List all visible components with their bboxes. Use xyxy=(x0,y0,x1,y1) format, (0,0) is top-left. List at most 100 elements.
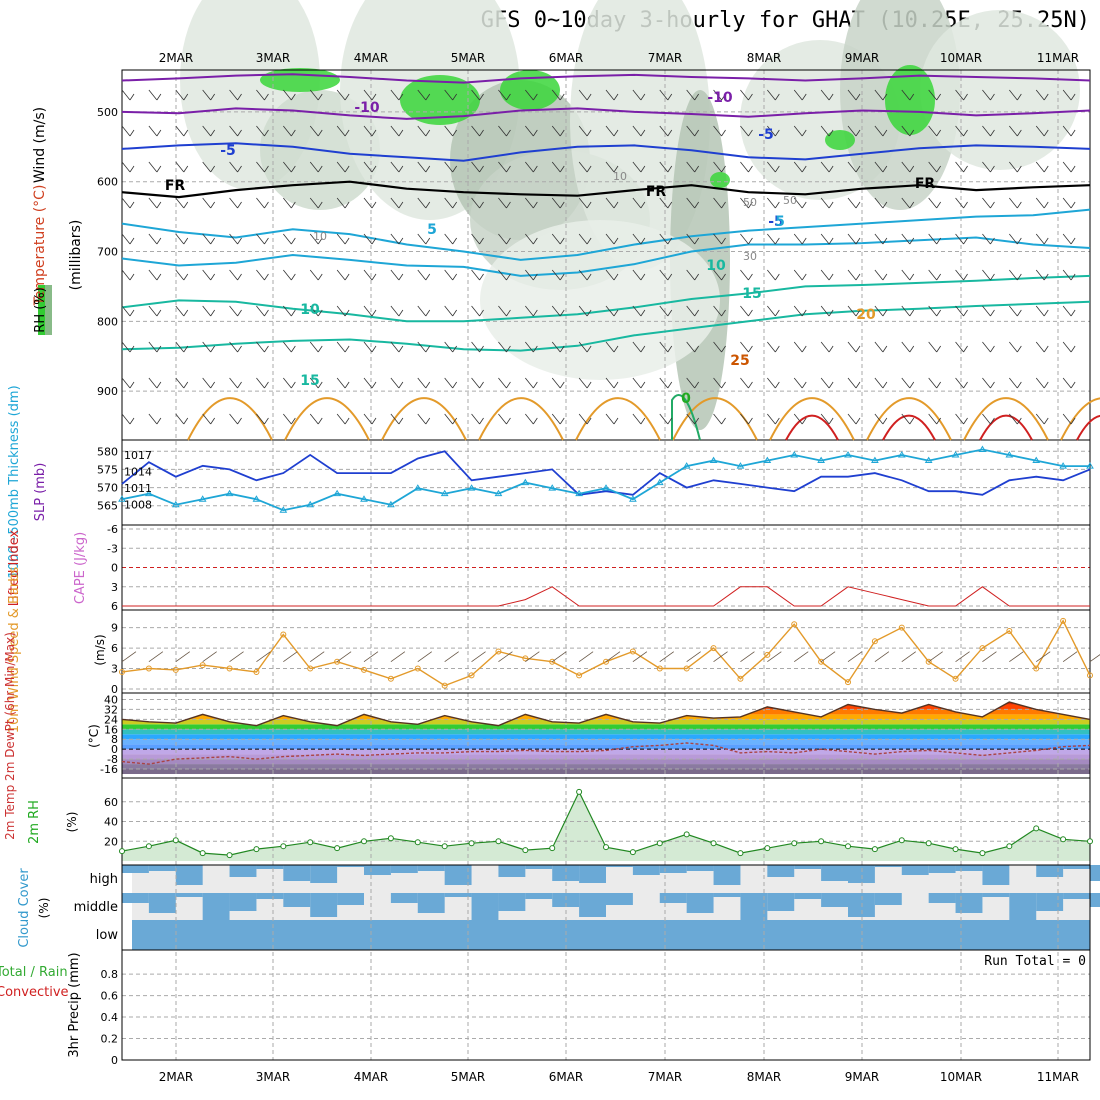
wind-barb xyxy=(828,201,834,209)
wind-barb xyxy=(1070,201,1076,209)
wind-barb xyxy=(990,165,995,173)
rh-point xyxy=(280,843,287,850)
wind-speed-point xyxy=(629,648,636,655)
wind-speed-point xyxy=(603,658,609,665)
wind-barb xyxy=(828,417,834,425)
wind-barb xyxy=(129,165,135,173)
wind-speed-point xyxy=(818,658,825,665)
wind-barb xyxy=(990,201,995,209)
wind-barb xyxy=(1017,237,1022,245)
wind-barb xyxy=(525,233,534,245)
lifted-index-axis-label: Lifted Index xyxy=(7,529,22,606)
temperature-band xyxy=(122,754,1090,760)
slp-marker xyxy=(252,495,261,502)
temperature-band xyxy=(122,729,1090,735)
wind-barb xyxy=(855,309,861,317)
wind-barb xyxy=(363,269,373,281)
wind-barb xyxy=(605,377,615,389)
wind-barb xyxy=(667,93,673,101)
wind-barb xyxy=(667,237,673,245)
wind-barb xyxy=(291,381,296,389)
wind-barb xyxy=(121,269,131,281)
wind-barb xyxy=(740,341,749,353)
wind-tick: 9 xyxy=(111,622,118,635)
wind-barb xyxy=(955,341,964,353)
wind-barb xyxy=(721,417,726,425)
wind-barb xyxy=(291,273,296,281)
wind-speed-point xyxy=(522,655,529,662)
wind-barb xyxy=(963,165,968,173)
wind-speed-point xyxy=(710,645,717,652)
cloud-middle-bar xyxy=(256,893,284,899)
slp-marker xyxy=(790,451,799,458)
wind-speed-point xyxy=(845,679,851,686)
wind-barb xyxy=(1009,161,1018,173)
slp-marker xyxy=(413,484,422,491)
wind-barb xyxy=(452,201,457,209)
slp-marker xyxy=(198,495,207,502)
wind-barb xyxy=(667,273,673,281)
wind-barb xyxy=(963,345,968,353)
wind-barb xyxy=(855,93,861,101)
wind-barb xyxy=(121,125,131,137)
wind-barb xyxy=(1062,125,1072,137)
wind-barb xyxy=(264,309,269,317)
wind-barb xyxy=(210,165,215,173)
wind-barb xyxy=(317,201,323,209)
date-label-bottom: 2MAR xyxy=(159,1070,194,1084)
contour-label: 10 xyxy=(300,302,320,318)
wind-barb xyxy=(317,381,323,389)
wind-barb xyxy=(874,305,884,317)
temp-tick: 16 xyxy=(104,723,118,736)
wind-barb xyxy=(955,269,964,281)
rh-point xyxy=(145,843,152,850)
date-label-bottom: 11MAR xyxy=(1037,1070,1079,1084)
wind-barb xyxy=(936,273,941,281)
wind-barb xyxy=(775,273,780,281)
wind-barb xyxy=(1070,129,1076,137)
wind-barb xyxy=(1035,89,1045,101)
wind-speed-point xyxy=(791,621,798,628)
wind-barb xyxy=(767,305,776,317)
wind-barb xyxy=(632,651,648,663)
wind-barb xyxy=(551,233,561,245)
wind-barb xyxy=(256,233,265,245)
wind-barb xyxy=(533,417,538,425)
wind-barb xyxy=(283,197,292,209)
wind-speed-point xyxy=(414,665,421,672)
wind-barb xyxy=(121,161,131,173)
wind-barb xyxy=(713,413,722,425)
wind-barb xyxy=(371,309,377,317)
wind-barb xyxy=(820,341,830,353)
wind-barb xyxy=(237,417,242,425)
wind-barb xyxy=(874,233,884,245)
wind-barb xyxy=(525,125,534,137)
wind-barb xyxy=(559,93,565,101)
wind-barb xyxy=(990,345,995,353)
wind-barb xyxy=(479,345,484,353)
temperature-contour xyxy=(121,208,1091,261)
wind-barb xyxy=(398,165,404,173)
cloud-high-bar xyxy=(390,865,418,873)
wind-barb xyxy=(855,417,861,425)
wind-speed-point xyxy=(199,662,206,669)
wind-barb xyxy=(767,377,776,389)
wind-barb xyxy=(336,197,346,209)
rh-point xyxy=(710,840,717,847)
wind-barb xyxy=(882,237,888,245)
contour-label: 5 xyxy=(427,222,437,238)
rh-point xyxy=(737,850,744,857)
wind-barb xyxy=(309,651,325,663)
wind-barb xyxy=(928,125,937,137)
wind-barb xyxy=(1009,269,1018,281)
wind-barb xyxy=(452,273,457,281)
wind-barb xyxy=(229,305,238,317)
wind-barb xyxy=(659,413,669,425)
slp-marker xyxy=(279,506,288,513)
wind-barb xyxy=(1009,341,1018,353)
wind-barb xyxy=(775,93,780,101)
wind-barb xyxy=(148,413,158,425)
wind-barb xyxy=(990,237,995,245)
wind-barb xyxy=(363,341,373,353)
wind-barb xyxy=(471,413,480,425)
